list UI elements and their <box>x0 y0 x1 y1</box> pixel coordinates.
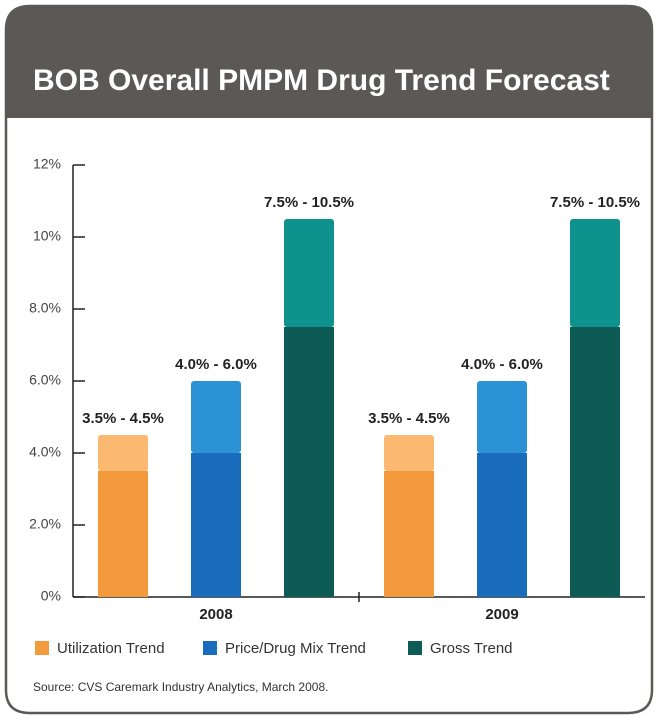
x-tick-label: 2008 <box>199 606 232 623</box>
legend-label: Price/Drug Mix Trend <box>225 640 366 657</box>
bar-base <box>570 327 620 597</box>
y-tick-label: 4.0% <box>29 444 61 460</box>
bar-base <box>98 471 148 597</box>
bar-base <box>191 453 241 597</box>
legend-swatch <box>408 641 422 655</box>
legend-swatch <box>35 641 49 655</box>
y-tick-label: 12% <box>33 156 61 172</box>
legend-label: Gross Trend <box>430 640 513 657</box>
value-label: 7.5% - 10.5% <box>550 194 640 211</box>
legend-label: Utilization Trend <box>57 640 165 657</box>
source-note: Source: CVS Caremark Industry Analytics,… <box>33 680 328 694</box>
x-tick-label: 2009 <box>485 606 518 623</box>
value-label: 3.5% - 4.5% <box>368 410 450 427</box>
value-label: 7.5% - 10.5% <box>264 194 354 211</box>
chart-title: BOB Overall PMPM Drug Trend Forecast <box>33 64 610 97</box>
y-tick-label: 6.0% <box>29 372 61 388</box>
header-band <box>6 6 652 118</box>
y-tick-label: 8.0% <box>29 300 61 316</box>
bar-base <box>384 471 434 597</box>
y-tick-label: 10% <box>33 228 61 244</box>
y-tick-label: 0% <box>41 588 61 604</box>
bar-range <box>191 381 241 453</box>
bar-base <box>477 453 527 597</box>
y-tick-label: 2.0% <box>29 516 61 532</box>
bar-base <box>284 327 334 597</box>
panel-border <box>4 4 654 715</box>
bar-range <box>284 219 334 327</box>
value-label: 4.0% - 6.0% <box>461 356 543 373</box>
bar-range <box>98 435 148 471</box>
bar-range <box>477 381 527 453</box>
value-label: 3.5% - 4.5% <box>82 410 164 427</box>
value-label: 4.0% - 6.0% <box>175 356 257 373</box>
legend-swatch <box>203 641 217 655</box>
bar-range <box>384 435 434 471</box>
bar-range <box>570 219 620 327</box>
